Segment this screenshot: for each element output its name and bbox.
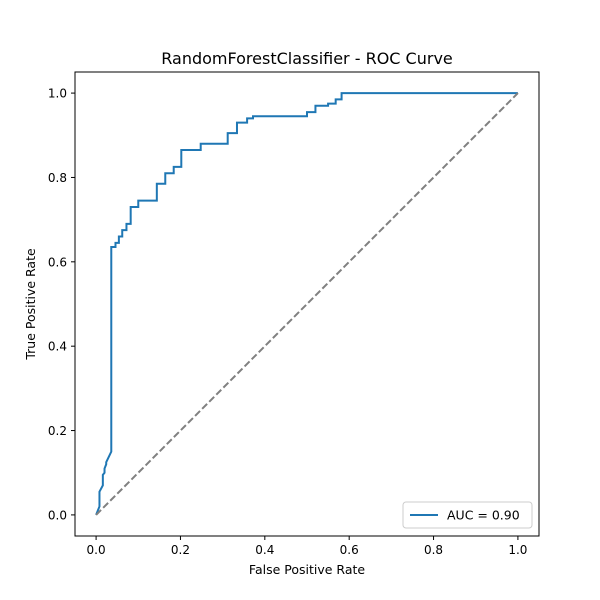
legend-box [402, 501, 533, 529]
y-tick-label: 0.4 [48, 340, 67, 354]
x-axis-ticks: 0.0 0.2 0.4 0.6 0.8 1.0 [87, 536, 527, 557]
x-axis-label: False Positive Rate [249, 562, 365, 577]
x-tick-label: 0.8 [424, 543, 443, 557]
x-tick-label: 0.6 [340, 543, 359, 557]
y-axis-ticks: 0.0 0.2 0.4 0.6 0.8 1.0 [48, 87, 75, 522]
x-tick-label: 0.4 [255, 543, 274, 557]
roc-curve-line [95, 92, 518, 516]
y-tick-label: 0.6 [48, 255, 67, 269]
y-tick-label: 0.8 [48, 171, 67, 185]
y-tick-label: 0.2 [48, 424, 67, 438]
legend-label-auc: AUC = 0.90 [447, 508, 520, 523]
x-tick-label: 1.0 [508, 543, 527, 557]
x-tick-label: 0.0 [87, 543, 106, 557]
plot-lines [95, 92, 519, 516]
plot-frame [74, 71, 540, 537]
chart-title: RandomForestClassifier - ROC Curve [161, 49, 453, 68]
y-tick-label: 1.0 [48, 87, 67, 101]
legend: AUC = 0.90 [402, 501, 533, 529]
x-tick-label: 0.2 [171, 543, 190, 557]
y-tick-label: 0.0 [48, 508, 67, 522]
y-axis-label: True Positive Rate [23, 248, 38, 361]
